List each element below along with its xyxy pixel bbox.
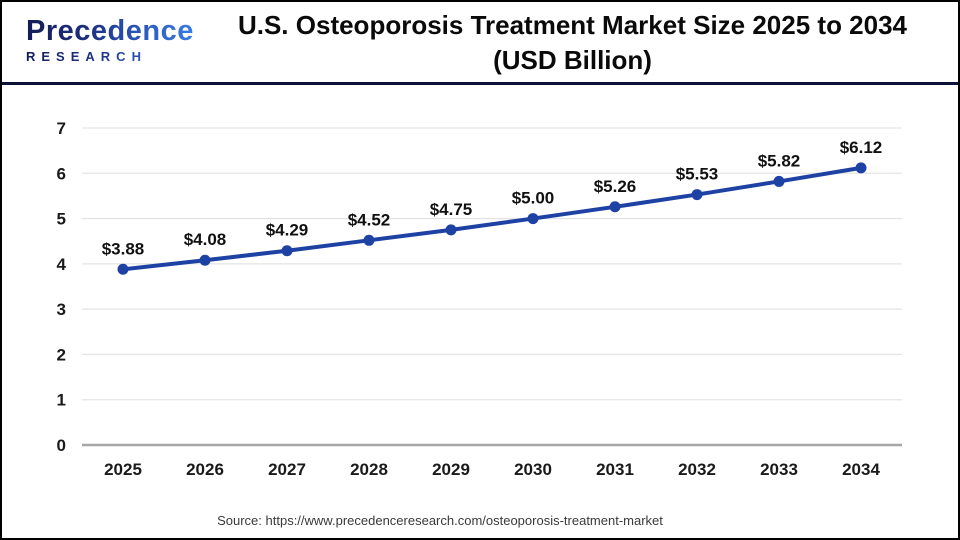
data-point	[855, 162, 867, 174]
chart-title-line1: U.S. Osteoporosis Treatment Market Size …	[237, 10, 908, 40]
chart-title: U.S. Osteoporosis Treatment Market Size …	[197, 2, 958, 78]
source-citation: Source: https://www.precedenceresearch.c…	[217, 513, 663, 528]
y-tick-label: 3	[57, 300, 66, 319]
data-label: $5.53	[676, 165, 719, 184]
data-point	[527, 213, 539, 225]
x-tick-label: 2028	[350, 460, 388, 479]
data-label: $5.82	[758, 151, 801, 170]
y-tick-label: 7	[57, 119, 66, 138]
logo-subtitle: RESEARCH	[26, 49, 197, 64]
data-label: $4.52	[348, 210, 391, 229]
x-tick-label: 2027	[268, 460, 306, 479]
x-tick-label: 2032	[678, 460, 716, 479]
trend-line	[121, 165, 863, 272]
chart-title-line2: (USD Billion)	[493, 45, 652, 75]
data-label: $5.26	[594, 177, 637, 196]
data-point	[445, 224, 457, 236]
data-label: $5.00	[512, 189, 555, 208]
x-tick-label: 2030	[514, 460, 552, 479]
precedence-research-logo: Precedence RESEARCH	[2, 2, 197, 64]
data-point	[363, 234, 375, 246]
data-label: $3.88	[102, 239, 145, 258]
y-tick-label: 6	[57, 164, 66, 183]
x-tick-label: 2033	[760, 460, 798, 479]
y-tick-label: 5	[57, 210, 66, 229]
y-tick-label: 1	[57, 391, 66, 410]
data-point	[609, 201, 621, 213]
data-label: $4.75	[430, 200, 473, 219]
y-tick-label: 4	[57, 255, 67, 274]
x-tick-label: 2034	[842, 460, 880, 479]
header: Precedence RESEARCH U.S. Osteoporosis Tr…	[2, 2, 958, 82]
data-label: $6.12	[840, 138, 883, 157]
x-tick-label: 2029	[432, 460, 470, 479]
data-label: $4.08	[184, 230, 227, 249]
x-tick-label: 2031	[596, 460, 634, 479]
data-point	[281, 245, 293, 257]
y-tick-label: 0	[57, 436, 66, 455]
x-tick-label: 2025	[104, 460, 142, 479]
y-tick-label: 2	[57, 345, 66, 364]
data-label: $4.29	[266, 221, 309, 240]
data-point	[773, 175, 785, 187]
logo-wordmark: Precedence	[26, 15, 197, 48]
data-point	[117, 263, 129, 275]
header-divider	[2, 82, 958, 85]
data-point	[691, 189, 703, 201]
data-point	[199, 254, 211, 266]
x-tick-label: 2026	[186, 460, 224, 479]
